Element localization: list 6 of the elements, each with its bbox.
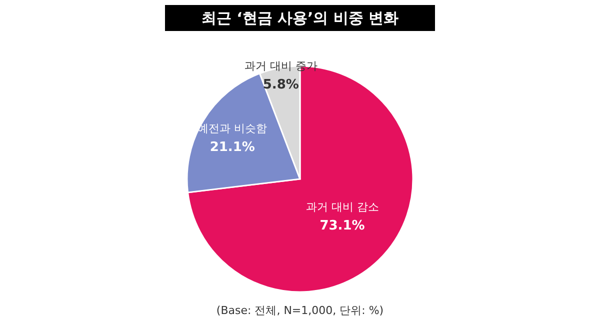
slice-label: 과거 대비 감소	[306, 200, 379, 214]
chart-title: 최근 ‘현금 사용’의 비중 변화	[201, 9, 399, 27]
data-label: 21.1%	[210, 140, 255, 156]
data-label: 5.8%	[262, 77, 299, 92]
data-label: 73.1%	[320, 218, 365, 234]
text: (Base: 전체, N=1,000, 단위: %)	[216, 304, 384, 317]
